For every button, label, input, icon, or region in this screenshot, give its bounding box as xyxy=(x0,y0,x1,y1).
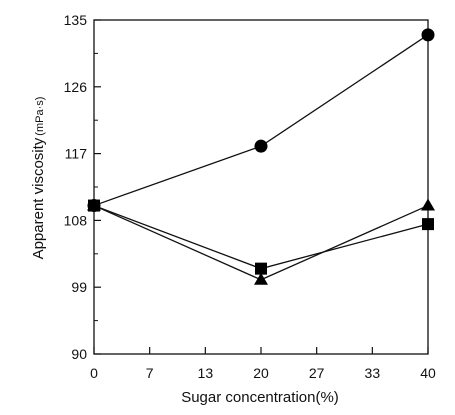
y-tick-label: 99 xyxy=(71,279,87,295)
data-point-square xyxy=(422,218,434,231)
x-tick-label: 40 xyxy=(420,365,436,381)
y-axis-label: Apparent viscosity(mPa·s) xyxy=(30,97,47,260)
y-axis-unit: (mPa·s) xyxy=(34,97,46,136)
series-line-circle xyxy=(93,34,429,207)
plot-frame xyxy=(93,19,429,355)
x-axis-label: Sugar concentration(%) xyxy=(181,389,339,406)
series-line-square xyxy=(93,204,429,270)
data-point-triangle xyxy=(254,272,268,285)
x-tick-label: 27 xyxy=(309,365,325,381)
x-tick-label: 33 xyxy=(365,365,381,381)
data-point-square xyxy=(88,199,100,212)
x-tick-label: 7 xyxy=(146,365,154,381)
data-point-circle xyxy=(421,28,435,42)
data-point-triangle xyxy=(421,198,435,211)
y-tick-label: 90 xyxy=(71,346,87,362)
data-point-square xyxy=(255,262,267,275)
y-tick-label: 117 xyxy=(65,146,88,162)
y-tick-label: 126 xyxy=(64,79,88,95)
x-tick-label: 20 xyxy=(253,365,269,381)
y-axis-label-text: Apparent viscosity xyxy=(30,137,47,259)
data-point-circle xyxy=(254,139,268,153)
y-tick-label: 135 xyxy=(64,12,88,28)
x-tick-label: 13 xyxy=(198,365,214,381)
y-tick-label: 108 xyxy=(64,212,88,228)
x-tick-label: 0 xyxy=(90,365,98,381)
